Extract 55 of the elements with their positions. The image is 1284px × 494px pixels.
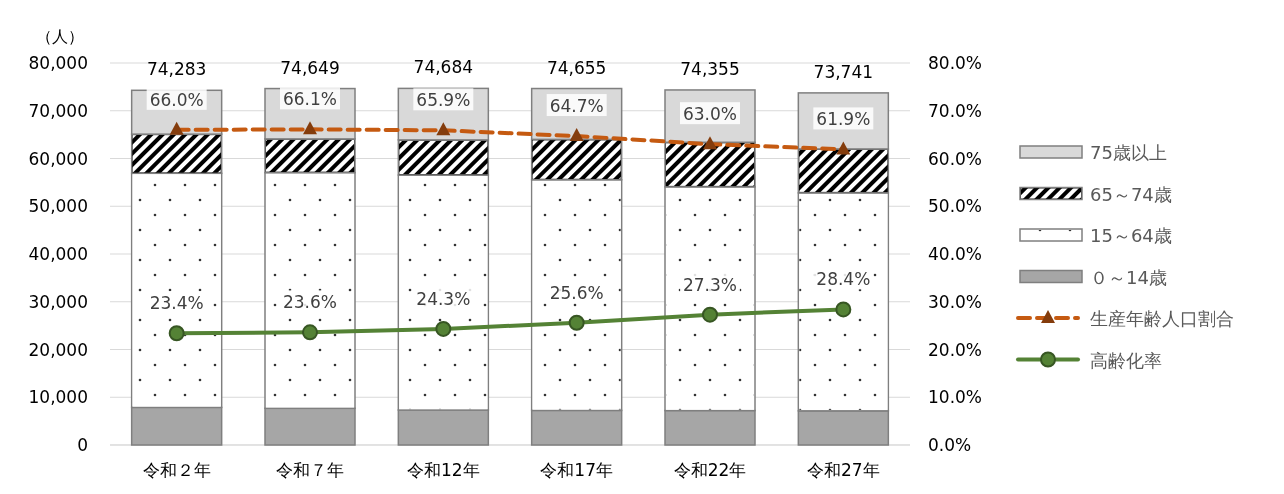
data-label: 24.3% [416, 288, 471, 309]
total-label: 73,741 [813, 61, 874, 82]
x-tick-label: 令和12年 [407, 460, 480, 480]
data-label: 23.6% [282, 292, 338, 313]
data-label: 66.1% [282, 89, 338, 110]
point [302, 324, 318, 341]
x-tick-label: 令和22年 [673, 460, 747, 480]
total-label: 74,684 [413, 57, 474, 78]
x-tick-label: 令和27年 [807, 460, 880, 480]
legend-label: ０～14歳 [1090, 266, 1167, 288]
y-tick-label: 20,000 [28, 339, 88, 360]
legend-label: 65～74歳 [1090, 183, 1172, 205]
y-tick-label: 30,000 [28, 291, 88, 312]
x-tick-label: 令和17年 [540, 460, 613, 480]
point [835, 301, 852, 318]
y2-tick-label: 50.0% [928, 196, 983, 217]
total-label: 74,355 [680, 58, 740, 79]
x-tick-label: 令和７年 [276, 460, 344, 480]
data-label: 25.6% [549, 282, 604, 303]
data-label: 28.4% [816, 269, 871, 290]
data-label: 63.0% [682, 104, 738, 125]
data-label: 66.0% [149, 89, 204, 110]
y2-tick-label: 80.0% [928, 53, 983, 73]
data-label: 64.7% [549, 96, 604, 117]
y2-tick-label: 0.0% [928, 435, 972, 455]
x-tick-label: 令和２年 [142, 460, 211, 480]
y-tick-label: 0 [77, 435, 88, 455]
total-label: 74,283 [146, 59, 207, 80]
y-tick-label: 60,000 [28, 148, 88, 169]
legend-label: 75歳以上 [1090, 142, 1167, 163]
y-tick-label: 80,000 [28, 53, 88, 73]
y2-tick-label: 60.0% [928, 148, 983, 169]
legend-label: 生産年齢人口割合 [1090, 308, 1234, 329]
data-label: 65.9% [416, 90, 471, 111]
point [168, 325, 185, 342]
y2-tick-label: 40.0% [928, 244, 983, 264]
y2-tick-label: 30.0% [928, 291, 983, 312]
data-label: 61.9% [816, 109, 871, 130]
y2-tick-label: 20.0% [928, 339, 983, 360]
y-tick-label: 70,000 [28, 100, 88, 121]
data-label: 27.3% [682, 274, 738, 295]
total-label: 74,649 [280, 57, 340, 78]
point [435, 320, 452, 337]
data-label: 23.4% [149, 293, 204, 314]
point [568, 314, 585, 331]
y-axis-title: （人） [36, 27, 84, 46]
y-tick-label: 40,000 [28, 244, 88, 264]
legend-label: 高齢化率 [1090, 349, 1162, 371]
y-tick-label: 10,000 [28, 387, 88, 408]
total-label: 74,655 [546, 57, 607, 78]
y2-tick-label: 10.0% [928, 387, 983, 408]
point [702, 306, 718, 323]
legend-label: 15～64歳 [1090, 225, 1172, 246]
y2-tick-label: 70.0% [928, 100, 983, 121]
y-tick-label: 50,000 [28, 196, 88, 217]
